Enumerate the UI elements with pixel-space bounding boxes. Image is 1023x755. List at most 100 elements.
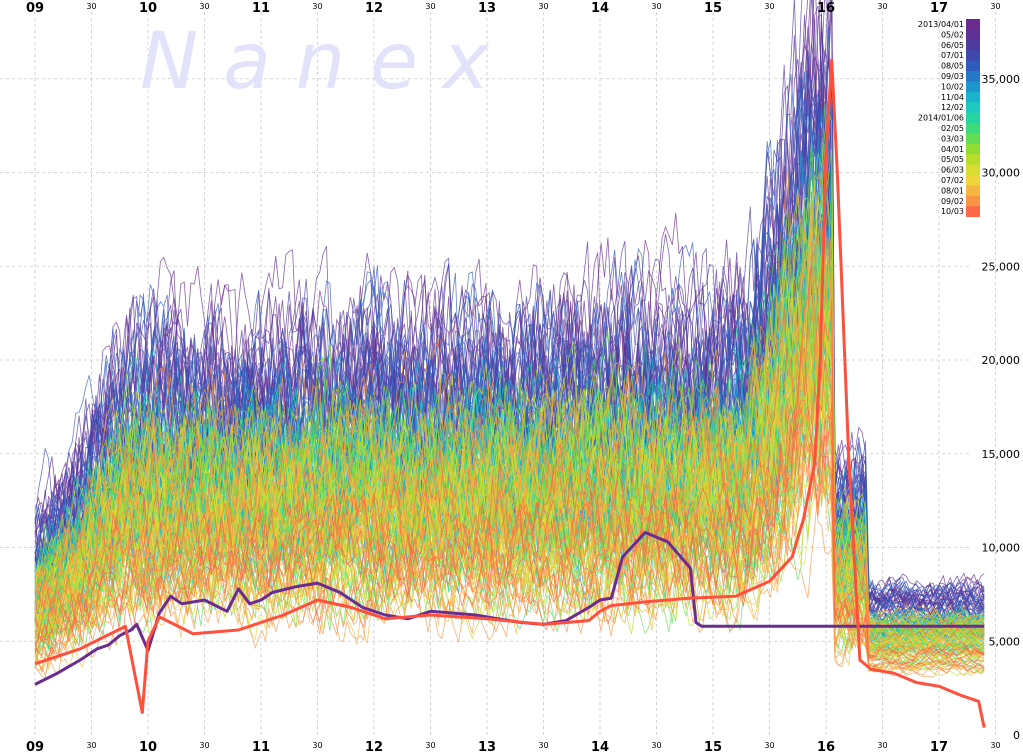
x-half-tick-label: 30 (425, 2, 435, 11)
legend-swatch (966, 195, 980, 207)
highlight-series-line (34, 531, 985, 686)
x-half-tick-label: 30 (990, 2, 1000, 11)
legend-swatch (966, 206, 980, 217)
x-axis-ticks: 09 09 30 30 10 10 30 30 11 11 30 30 12 12 30 30 13 13 30 30… (26, 1, 1001, 755)
x-half-tick-label: 30 (538, 2, 548, 11)
background-series-line (34, 179, 985, 634)
legend-label: 2013/04/01 (918, 20, 964, 29)
x-tick-label: 13 (478, 1, 496, 16)
legend-label: 04/01 (941, 145, 964, 154)
y-tick-label: 15,000 (982, 448, 1021, 461)
background-series-line (34, 293, 985, 652)
y-tick-label: 20,000 (982, 354, 1021, 367)
x-tick-label: 12 (365, 1, 383, 16)
x-tick-label: 17 (930, 740, 948, 755)
legend-swatch (966, 91, 980, 103)
y-tick-label: 5,000 (989, 635, 1021, 648)
background-series-line (34, 391, 985, 660)
x-tick-label: 15 (704, 1, 722, 16)
x-half-tick-label: 30 (651, 2, 661, 11)
legend-label: 11/04 (941, 93, 964, 102)
background-series-line (34, 201, 985, 624)
x-tick-label: 15 (704, 740, 722, 755)
y-tick-label: 10,000 (982, 542, 1021, 555)
y-tick-label: 30,000 (982, 167, 1021, 180)
x-half-tick-label: 30 (877, 2, 887, 11)
x-tick-label: 13 (478, 740, 496, 755)
legend-swatch (966, 71, 980, 82)
background-series-line (34, 406, 985, 666)
legend-swatch (966, 143, 980, 155)
legend-label: 10/02 (941, 82, 964, 91)
legend-label: 03/03 (941, 134, 964, 143)
x-half-tick-label: 30 (199, 2, 209, 11)
y-axis-ticks: 0 5,000 10,000 15,000 20,000 25,000 30,000 35,0… (982, 73, 1021, 742)
background-series-line (34, 444, 985, 677)
x-half-tick-label: 30 (764, 2, 774, 11)
y-tick-label: 35,000 (982, 73, 1021, 86)
watermark-text: N a n e x (140, 17, 490, 107)
x-half-tick-label: 30 (764, 741, 774, 750)
x-tick-label: 14 (591, 740, 609, 755)
y-tick-label: 0 (1013, 729, 1020, 742)
legend-label: 10/03 (941, 207, 964, 216)
x-tick-label: 16 (817, 740, 835, 755)
x-tick-label: 14 (591, 1, 609, 16)
x-half-tick-label: 30 (312, 741, 322, 750)
legend-label: 05/05 (941, 155, 964, 164)
x-half-tick-label: 30 (877, 741, 887, 750)
x-tick-label: 12 (365, 740, 383, 755)
legend-label: 08/01 (941, 186, 964, 195)
legend-label: 09/03 (941, 72, 964, 81)
x-tick-label: 16 (817, 1, 835, 16)
x-tick-label: 11 (252, 1, 270, 16)
legend-label: 09/02 (941, 197, 964, 206)
x-tick-label: 10 (139, 740, 157, 755)
x-tick-label: 10 (139, 1, 157, 16)
legend-swatch (966, 29, 980, 41)
legend-swatch (966, 154, 980, 165)
background-series-line (34, 444, 985, 680)
highlight-series (34, 58, 986, 728)
background-series-line (34, 414, 985, 667)
x-half-tick-label: 30 (199, 741, 209, 750)
x-tick-label: 11 (252, 740, 270, 755)
x-half-tick-label: 30 (538, 741, 548, 750)
legend-swatch (966, 50, 980, 61)
legend-swatch (966, 123, 980, 134)
legend-label: 06/05 (941, 41, 964, 50)
legend-swatch (966, 81, 980, 93)
legend-swatch (966, 112, 980, 124)
legend-label: 2014/01/06 (918, 114, 964, 123)
background-series-line (34, 413, 985, 674)
highlight-series-line (34, 58, 986, 728)
x-half-tick-label: 30 (86, 741, 96, 750)
legend-label: 07/01 (941, 51, 964, 60)
legend-label: 06/03 (941, 166, 964, 175)
legend-swatch (966, 60, 980, 72)
x-half-tick-label: 30 (990, 741, 1000, 750)
legend-label: 07/02 (941, 176, 964, 185)
legend-label: 02/05 (941, 124, 964, 133)
legend-swatch (966, 175, 980, 186)
x-tick-label: 09 (26, 740, 44, 755)
x-half-tick-label: 30 (312, 2, 322, 11)
x-half-tick-label: 30 (425, 741, 435, 750)
legend-label: 12/02 (941, 103, 964, 112)
legend-swatch (966, 185, 980, 197)
background-series-line (34, 226, 985, 639)
background-series-line (34, 167, 985, 635)
background-series-line (34, 172, 985, 631)
legend-swatch (966, 133, 980, 145)
background-series-line (34, 264, 985, 658)
legend-swatch (966, 102, 980, 113)
legend-label: 08/05 (941, 62, 964, 71)
y-tick-label: 25,000 (982, 260, 1021, 273)
x-half-tick-label: 30 (86, 2, 96, 11)
background-series-line (34, 386, 985, 669)
legend-swatch (966, 164, 980, 176)
legend-swatch (966, 39, 980, 51)
x-half-tick-label: 30 (651, 741, 661, 750)
